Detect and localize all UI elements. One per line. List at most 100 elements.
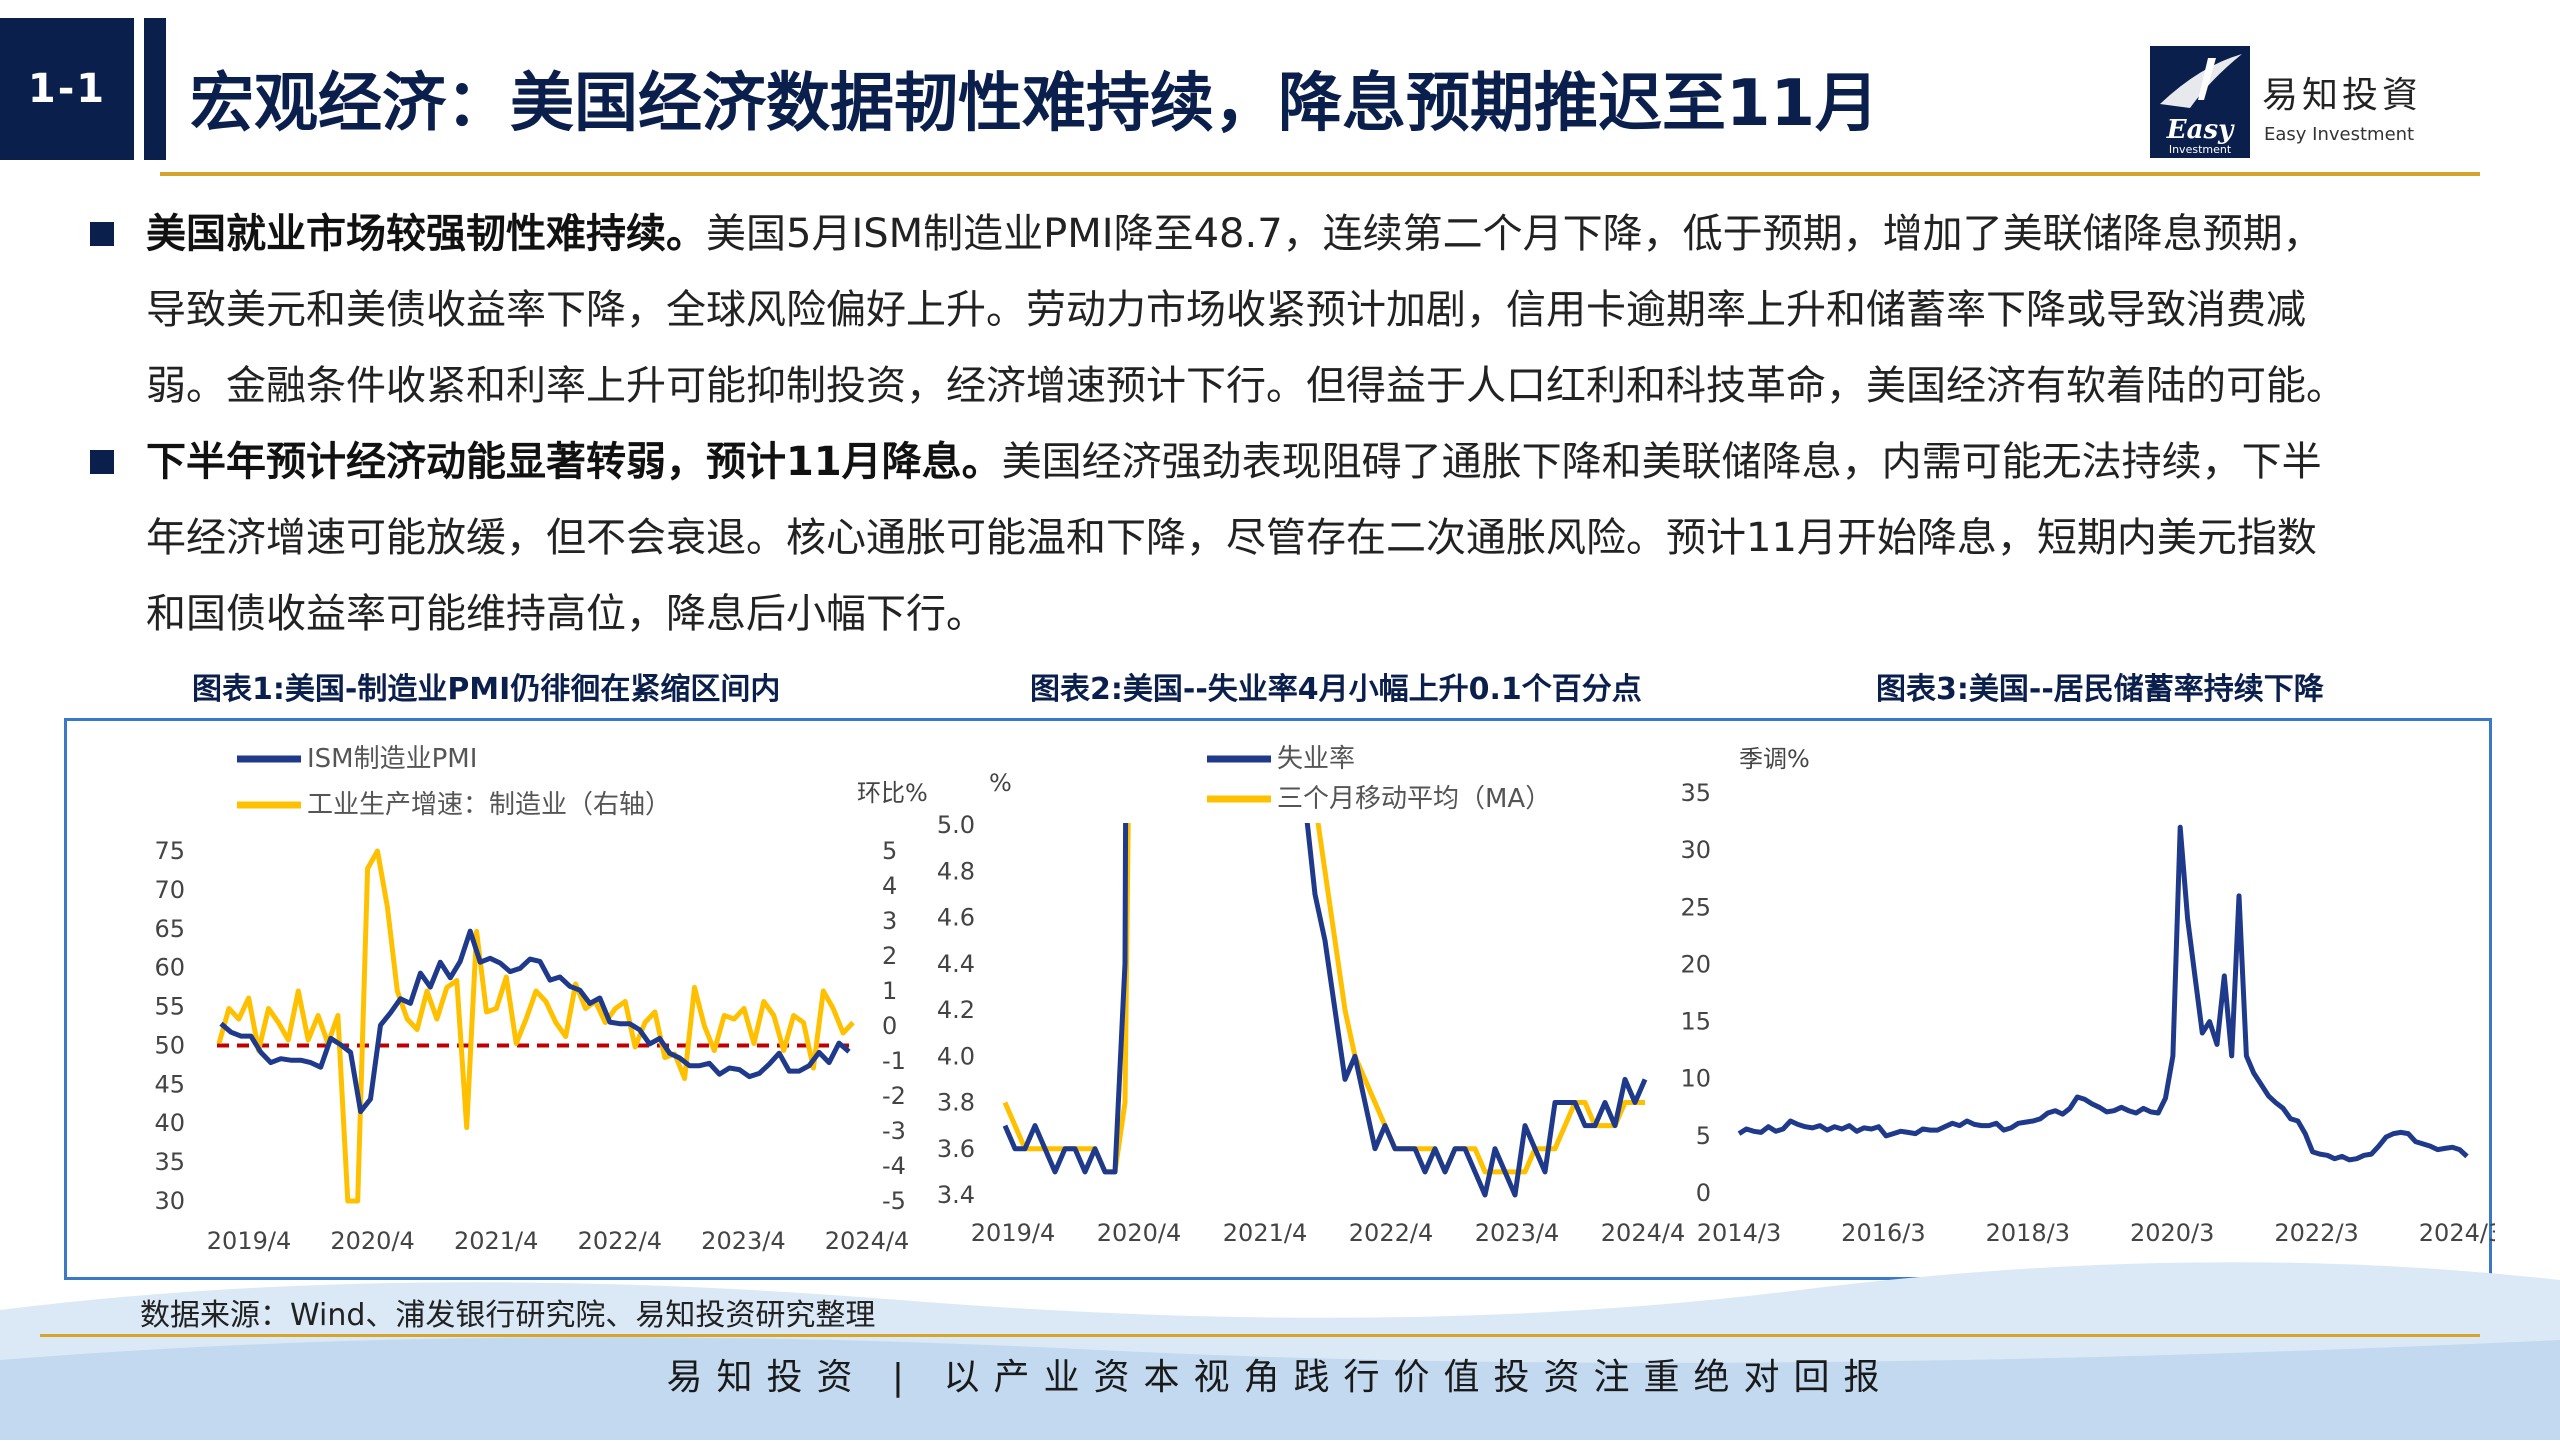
chart1-xtick: 2021/4 [454, 1227, 538, 1255]
bullet-line: 美国就业市场较强韧性难持续。美国5月ISM制造业PMI降至48.7，连续第二个月… [146, 196, 2490, 272]
chart2-ytick: 5.0 [937, 811, 975, 839]
legend-label-c2a: 失业率 [1277, 744, 1355, 774]
chart1-ytick-left: 40 [154, 1109, 185, 1137]
bullet-line: 下半年预计经济动能显著转弱，预计11月降息。美国经济强劲表现阻碍了通胀下降和美联… [146, 424, 2490, 500]
logo-mark-subtext: Investment [2169, 143, 2232, 156]
chart3-xtick: 2024/3 [2419, 1219, 2495, 1247]
page-title: 宏观经济：美国经济数据韧性难持续，降息预期推迟至11月 [190, 67, 1880, 141]
header-divider [160, 172, 2480, 176]
bullet-line: 弱。金融条件收紧和利率上升可能抑制投资，经济增速预计下行。但得益于人口红利和科技… [146, 363, 2346, 409]
chart3-ytick: 0 [1696, 1179, 1711, 1207]
chart1-ytick-right: -1 [882, 1047, 906, 1075]
chart1-ytick-left: 60 [154, 954, 185, 982]
chart1-ytick-right: -5 [882, 1187, 906, 1215]
chart2-xtick: 2020/4 [1097, 1219, 1181, 1247]
chart2-ytick: 4.4 [937, 950, 975, 978]
chart1-xtick: 2020/4 [330, 1227, 414, 1255]
chart1-ytick-right: 2 [882, 942, 897, 970]
bullet-text: 美国经济强劲表现阻碍了通胀下降和美联储降息，内需可能无法持续，下半 [1001, 439, 2322, 485]
chart2-xtick: 2023/4 [1475, 1219, 1559, 1247]
chart3-ytick: 15 [1680, 1008, 1711, 1036]
chart1-yaxis-label-right: 环比% [857, 779, 928, 807]
chart3-xtick: 2020/3 [2130, 1219, 2214, 1247]
chart1-ytick-left: 75 [154, 837, 185, 865]
chart1-ytick-right: -2 [882, 1082, 906, 1110]
chart1-ytick-left: 35 [154, 1148, 185, 1176]
chart2-caption: 图表2:美国--失业率4月小幅上升0.1个百分点 [1030, 672, 1642, 707]
title-accent-bar [144, 18, 166, 160]
chart1-ytick-left: 65 [154, 915, 185, 943]
chart1-ytick-right: 0 [882, 1012, 897, 1040]
footer-slogan: 易知投资 | 以产业资本视角践行价值投资注重绝对回报 [666, 1357, 1894, 1398]
chart3-series-savings [1737, 824, 2469, 1163]
chart2-plot-area [1002, 823, 1648, 1198]
chart3-yaxis-label: 季调% [1739, 745, 1810, 773]
chart2-ytick: 3.4 [937, 1181, 975, 1209]
legend-label-c1a: ISM制造业PMI [307, 744, 477, 774]
data-source: 数据来源：Wind、浦发银行研究院、易知投资研究整理 [140, 1298, 876, 1333]
chart2-series-unemployment [1002, 823, 1648, 1198]
chart2-ytick: 4.6 [937, 904, 975, 932]
charts-svg: 30354045505560657075-5-4-3-2-1012345环比%2… [154, 744, 2495, 1255]
chart3-xtick: 2022/3 [2274, 1219, 2358, 1247]
chart-captions: 图表1:美国-制造业PMI仍徘徊在紧缩区间内 图表2:美国--失业率4月小幅上升… [0, 664, 2560, 707]
chart1-ytick-right: 1 [882, 977, 897, 1005]
chart3-ytick: 20 [1680, 950, 1711, 978]
charts-panel: 30 35 40 45 50 55 60 65 70 75 -5 -4 -3 -2 -1 0 1 2 3 4 5 环比% 2… [64, 718, 2495, 1280]
chart3-xtick: 2018/3 [1986, 1219, 2070, 1247]
chart1-ytick-left: 50 [154, 1031, 185, 1059]
chart1-caption: 图表1:美国-制造业PMI仍徘徊在紧缩区间内 [192, 672, 781, 707]
chart1-xtick: 2019/4 [207, 1227, 291, 1255]
bullet-square-icon [90, 222, 114, 246]
chart1-ytick-right: 3 [882, 907, 897, 935]
chart2-xtick: 2019/4 [971, 1219, 1055, 1247]
logo-mark-text: Easy [2166, 115, 2235, 145]
chart1-ytick-right: -3 [882, 1117, 906, 1145]
chart2-ytick: 4.8 [937, 857, 975, 885]
bullet-line: 导致美元和美债收益率下降，全球风险偏好上升。劳动力市场收紧预计加剧，信用卡逾期率… [146, 287, 2306, 333]
chart3-ytick: 5 [1696, 1122, 1711, 1150]
bullet-line: 和国债收益率可能维持高位，降息后小幅下行。 [146, 591, 986, 637]
chart2-ytick: 3.8 [937, 1089, 975, 1117]
footer-wave [0, 1250, 2560, 1440]
chart1-ytick-right: -4 [882, 1152, 906, 1180]
chart1-ytick-right: 4 [882, 872, 897, 900]
chart3-xtick: 2016/3 [1841, 1219, 1925, 1247]
chart3-ytick: 25 [1680, 893, 1711, 921]
chart2-xtick: 2022/4 [1349, 1219, 1433, 1247]
chart1-ytick-left: 30 [154, 1187, 185, 1215]
chart1-xtick: 2023/4 [701, 1227, 785, 1255]
chart3-ytick: 30 [1680, 836, 1711, 864]
logo-english-name: Easy Investment [2264, 124, 2415, 145]
bullet-text: 美国5月ISM制造业PMI降至48.7，连续第二个月下降，低于预期，增加了美联储… [706, 211, 2323, 257]
bullet-square-icon [90, 450, 114, 474]
chart2-ytick: 4.2 [937, 996, 975, 1024]
company-logo: Easy Investment 易知投資 Easy Investment [2150, 40, 2480, 160]
chart1-ytick-right: 5 [882, 837, 897, 865]
chart2-ytick: 4.0 [937, 1042, 975, 1070]
chart1-ytick-left: 55 [154, 993, 185, 1021]
legend-label-c2b: 三个月移动平均（MA） [1277, 784, 1551, 814]
chart1-series-pmi [219, 928, 851, 1115]
bullet-list: 美国就业市场较强韧性难持续。美国5月ISM制造业PMI降至48.7，连续第二个月… [90, 196, 2490, 652]
footer-divider [40, 1334, 2480, 1337]
chart2-xtick: 2024/4 [1601, 1219, 1685, 1247]
chart1-xtick: 2022/4 [578, 1227, 662, 1255]
chart3-xtick: 2014/3 [1697, 1219, 1781, 1247]
logo-mark: Easy Investment [2150, 46, 2250, 158]
bullet-bold: 下半年预计经济动能显著转弱，预计11月降息。 [146, 439, 1002, 485]
bullet-item: 下半年预计经济动能显著转弱，预计11月降息。美国经济强劲表现阻碍了通胀下降和美联… [90, 424, 2490, 652]
chart1-ytick-left: 45 [154, 1070, 185, 1098]
chart2-ytick: 3.6 [937, 1135, 975, 1163]
chart3-ytick: 10 [1680, 1065, 1711, 1093]
logo-chinese-name: 易知投資 [2262, 75, 2423, 116]
chart1-series-ip [216, 848, 855, 1204]
chart1-ytick-left: 70 [154, 876, 185, 904]
section-badge: 1-1 [0, 18, 134, 160]
chart3-ytick: 35 [1680, 779, 1711, 807]
chart3-caption: 图表3:美国--居民储蓄率持续下降 [1876, 672, 2324, 707]
chart1-xtick: 2024/4 [825, 1227, 909, 1255]
bullet-line: 年经济增速可能放缓，但不会衰退。核心通胀可能温和下降，尽管存在二次通胀风险。预计… [146, 515, 2317, 561]
chart2-xtick: 2021/4 [1223, 1219, 1307, 1247]
chart2-yaxis-label: % [989, 769, 1012, 797]
